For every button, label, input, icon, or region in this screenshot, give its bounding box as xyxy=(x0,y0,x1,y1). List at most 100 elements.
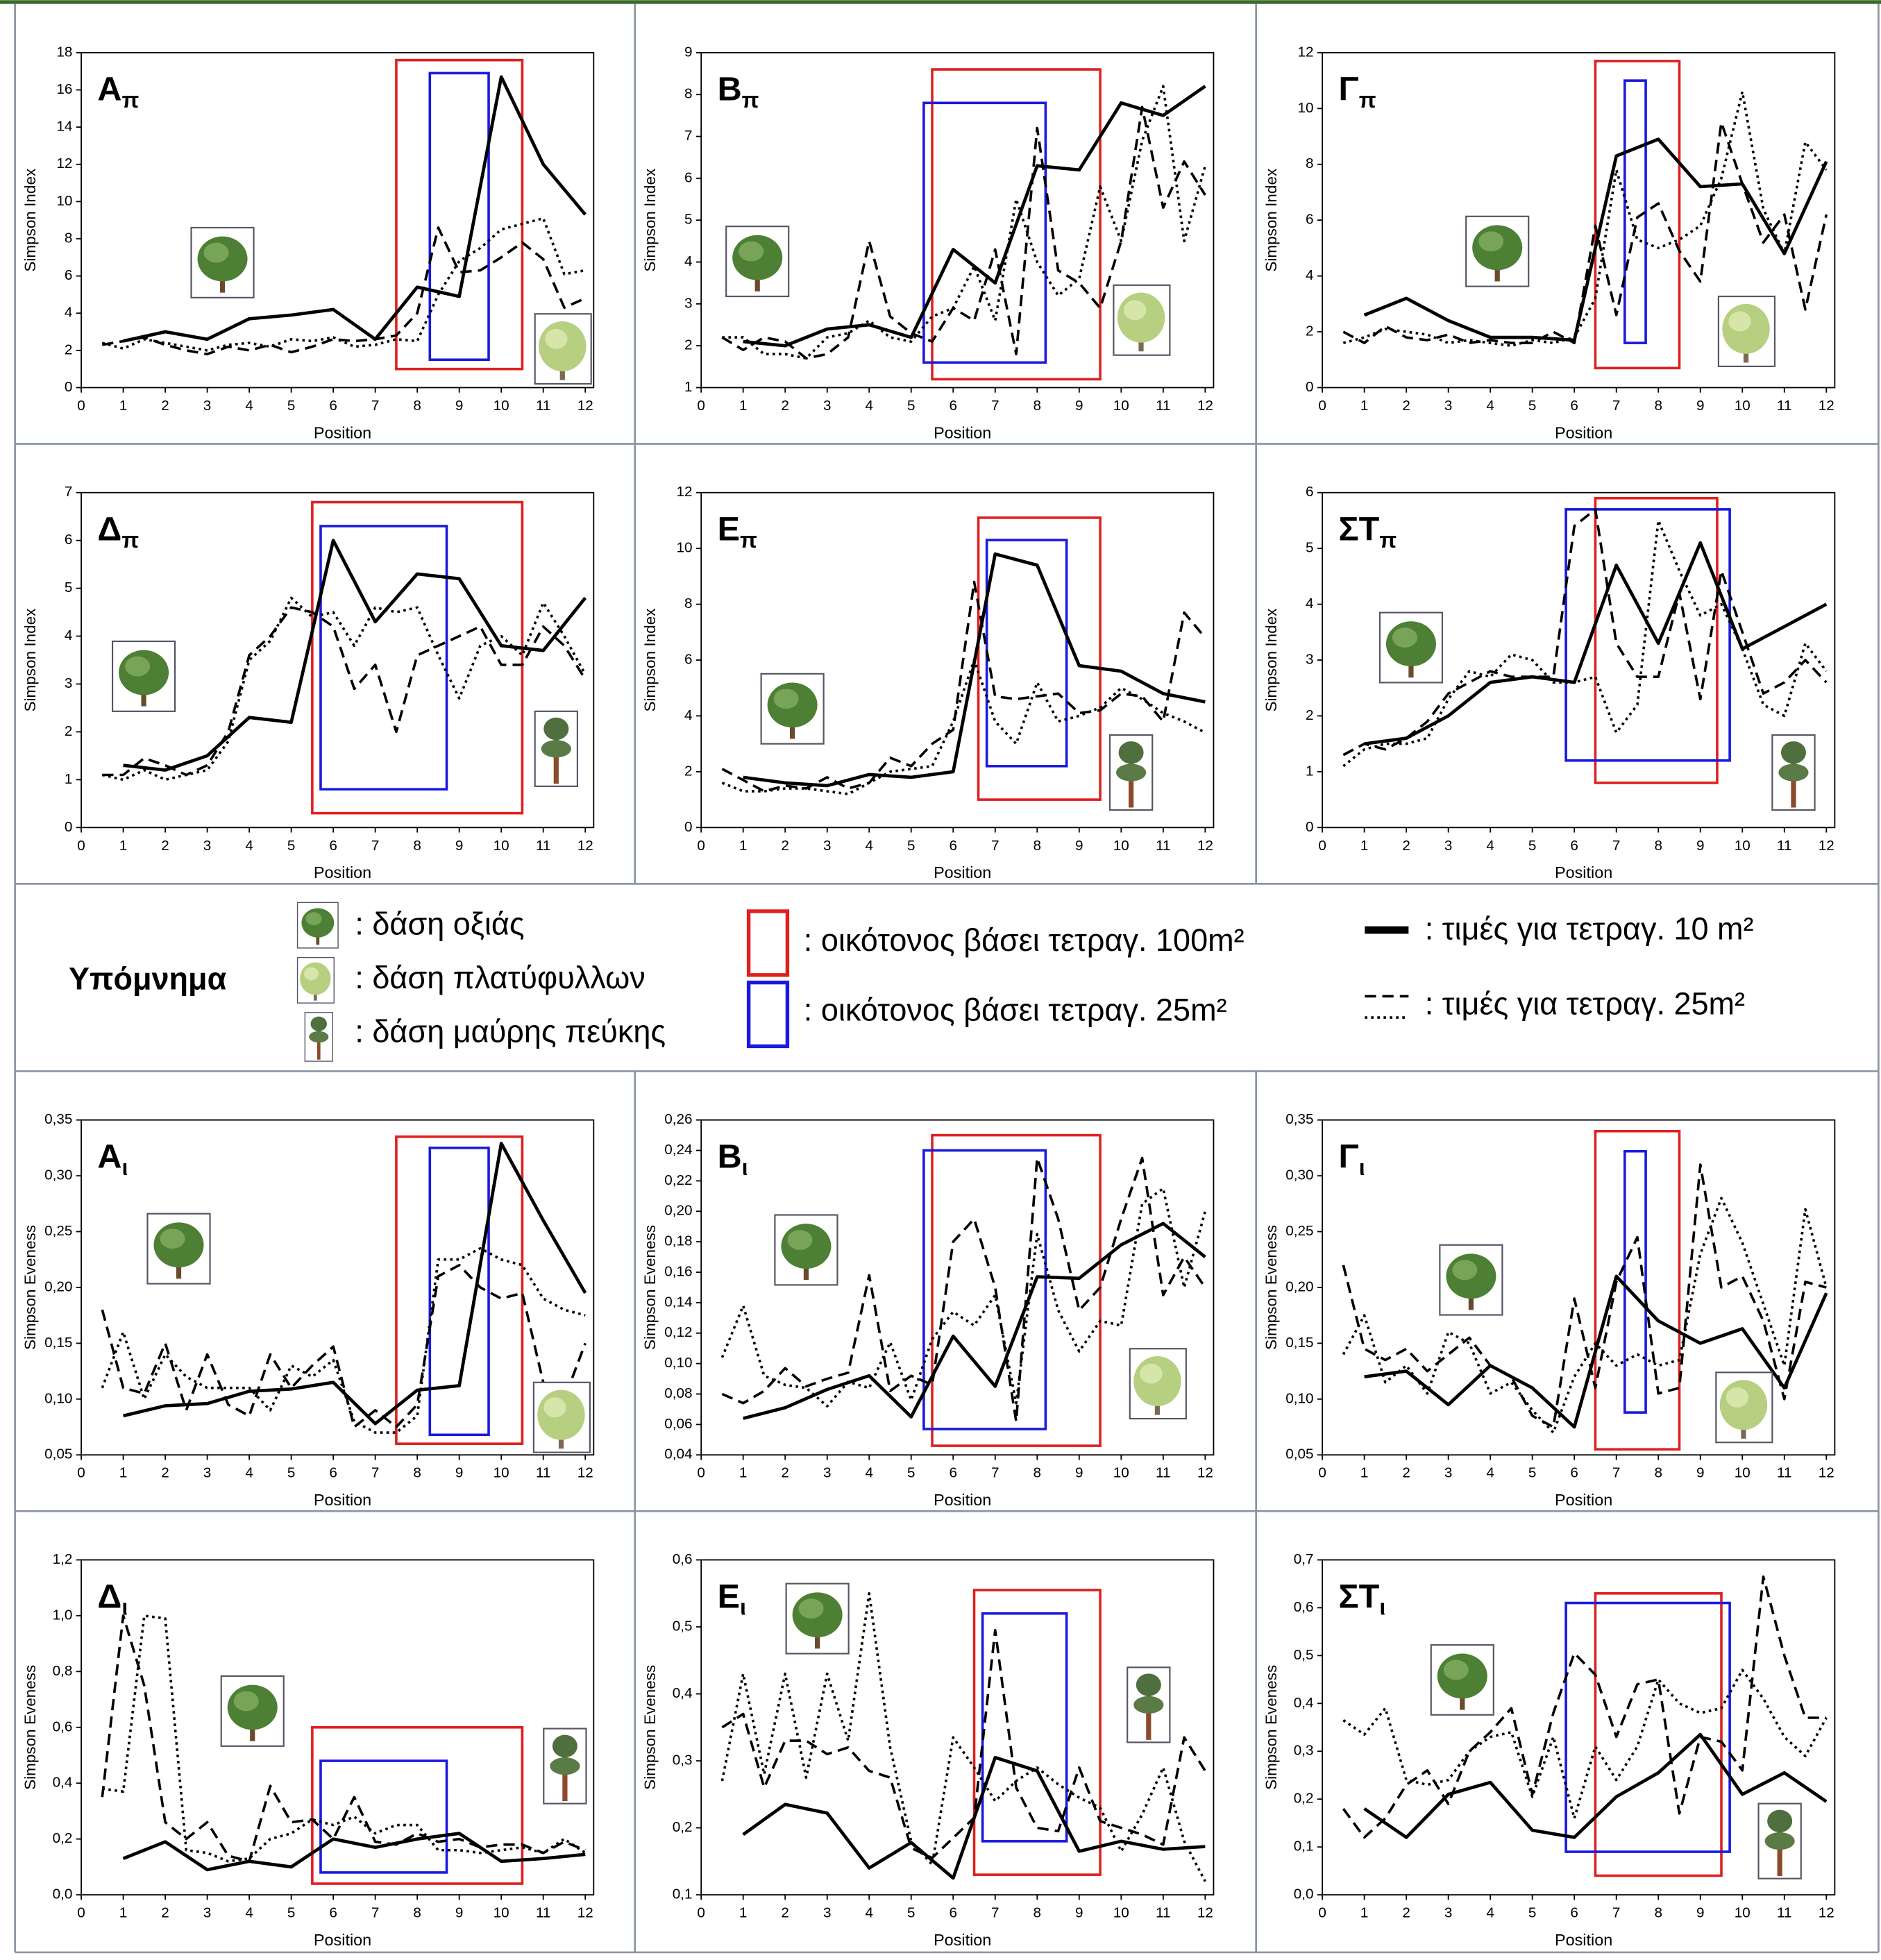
x-tick-label: 10 xyxy=(1735,1465,1751,1481)
panel-label-main: ΣΤ xyxy=(1339,510,1380,548)
series-line xyxy=(743,1222,1206,1420)
series-line xyxy=(1364,1274,1828,1429)
plot-frame xyxy=(81,52,595,389)
x-tick-label: 7 xyxy=(1612,838,1621,854)
y-tick-label: 12 xyxy=(677,484,693,500)
panel-label: Ει xyxy=(718,1578,746,1619)
y-tick-label: 0,30 xyxy=(1285,1167,1313,1183)
x-tick-label: 11 xyxy=(1156,398,1170,414)
tree-icon-pine xyxy=(1127,1666,1171,1743)
y-tick-label: 0,6 xyxy=(53,1718,73,1734)
icon-trunk xyxy=(1468,1287,1474,1310)
x-tick-label: 1 xyxy=(739,1905,748,1921)
y-tick-label: 0,24 xyxy=(664,1142,692,1158)
x-tick-label: 6 xyxy=(949,398,957,414)
x-tick-label: 7 xyxy=(1612,398,1621,414)
y-tick-label: 0,10 xyxy=(664,1355,692,1371)
icon-crown xyxy=(160,1228,185,1249)
y-tick-label: 6 xyxy=(65,532,73,548)
x-tick-label: 1 xyxy=(119,1465,128,1481)
series-line xyxy=(743,552,1206,788)
tree-icon-beech xyxy=(785,1582,850,1655)
y-tick-label: 0,30 xyxy=(44,1167,72,1183)
tree-icon-pine xyxy=(543,1727,587,1805)
legend-label: : οικότονος βάσει τετραγ. 100m² xyxy=(804,922,1245,958)
series-line xyxy=(102,1614,587,1863)
tree-icon-pine xyxy=(1108,734,1154,811)
y-tick-label: 0,14 xyxy=(664,1294,692,1310)
panel-label-main: Δ xyxy=(97,510,121,548)
y-axis-title: Simpson Eveness xyxy=(641,1225,659,1350)
x-tick-label: 3 xyxy=(823,1905,832,1921)
x-tick-label: 12 xyxy=(577,838,593,854)
y-tick-label: 0 xyxy=(1306,819,1314,835)
y-tick-label: 0,25 xyxy=(44,1223,72,1239)
x-tick-label: 12 xyxy=(1819,838,1834,854)
ecotone-box xyxy=(311,1725,524,1885)
x-tick-label: 4 xyxy=(865,1905,873,1921)
x-tick-label: 5 xyxy=(1528,1905,1537,1921)
x-axis-title: Position xyxy=(934,863,991,881)
x-tick-label: 12 xyxy=(1819,1905,1834,1921)
panel-label-main: Γ xyxy=(1339,1138,1359,1175)
x-tick-label: 2 xyxy=(161,1905,169,1921)
icon-crown xyxy=(550,1757,580,1775)
y-tick-label: 0,2 xyxy=(1294,1791,1314,1807)
x-tick-label: 8 xyxy=(1654,1905,1662,1921)
x-tick-label: 1 xyxy=(739,398,748,414)
icon-crown xyxy=(1764,1832,1795,1850)
icon-crown xyxy=(543,717,569,741)
y-tick-label: 0,20 xyxy=(664,1203,692,1219)
y-tick-label: 0,15 xyxy=(1285,1335,1313,1351)
icon-trunk xyxy=(141,684,146,707)
y-tick-label: 18 xyxy=(56,44,72,60)
x-tick-label: 1 xyxy=(739,838,748,854)
y-tick-label: 10 xyxy=(677,540,693,556)
tree-icon-beech xyxy=(725,226,790,298)
tree-icon-broad xyxy=(296,956,335,1004)
x-tick-label: 5 xyxy=(287,1905,296,1921)
icon-crown xyxy=(1443,1659,1469,1680)
x-tick-label: 9 xyxy=(455,1905,464,1921)
panel-label-sub: ι xyxy=(1359,1154,1365,1179)
icon-crown xyxy=(1118,741,1144,764)
y-tick-label: 5 xyxy=(1306,540,1314,556)
x-tick-label: 9 xyxy=(455,838,464,854)
x-tick-label: 8 xyxy=(1654,1465,1662,1481)
series-line xyxy=(123,75,587,343)
y-tick-label: 0,7 xyxy=(1294,1551,1314,1567)
ecotone-box xyxy=(981,1612,1068,1843)
y-tick-label: 0,6 xyxy=(673,1551,693,1567)
x-tick-label: 7 xyxy=(371,1465,380,1481)
y-tick-label: 6 xyxy=(684,169,693,185)
x-tick-label: 3 xyxy=(203,838,212,854)
icon-crown xyxy=(1780,741,1806,764)
panel-label-main: Α xyxy=(97,71,121,108)
icon-trunk xyxy=(1460,1687,1465,1710)
x-tick-label: 0 xyxy=(77,398,85,414)
x-tick-label: 9 xyxy=(1075,1465,1083,1481)
x-tick-label: 11 xyxy=(1777,1465,1791,1481)
x-tick-label: 0 xyxy=(77,1465,85,1481)
series-line xyxy=(1342,1668,1828,1820)
y-tick-label: 0,15 xyxy=(44,1335,72,1351)
x-axis-title: Position xyxy=(1555,863,1612,881)
x-axis-title: Position xyxy=(1555,1931,1612,1949)
panel-label: Βι xyxy=(718,1138,748,1179)
icon-crown xyxy=(552,1734,577,1758)
icon-trunk xyxy=(803,1257,809,1281)
x-tick-label: 8 xyxy=(1654,838,1662,854)
icon-crown xyxy=(305,912,322,926)
panel-frames xyxy=(14,3,1880,1954)
y-tick-label: 0,3 xyxy=(673,1752,693,1768)
series-line xyxy=(101,596,587,782)
x-tick-label: 12 xyxy=(1197,1465,1213,1481)
x-tick-label: 10 xyxy=(1113,1905,1129,1921)
x-tick-label: 11 xyxy=(1156,1465,1170,1481)
x-tick-label: 6 xyxy=(949,838,957,854)
icon-crown xyxy=(1115,763,1147,782)
legend-label: : οικότονος βάσει τετραγ. 25m² xyxy=(804,992,1227,1028)
icon-crown xyxy=(1140,1363,1163,1384)
x-tick-label: 6 xyxy=(1570,1905,1578,1921)
